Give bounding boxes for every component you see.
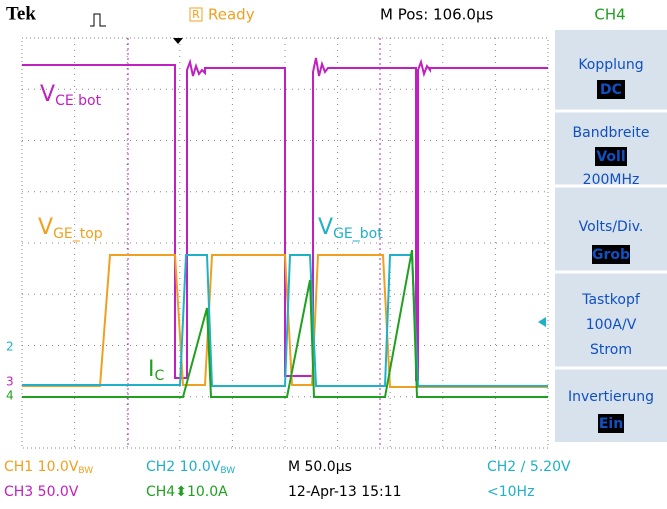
menu-label: Bandbreite bbox=[573, 125, 650, 141]
channel-marker: 2 bbox=[6, 340, 14, 354]
menu-extra: 100A/V bbox=[586, 317, 637, 333]
position: M Pos: 106.0µs bbox=[380, 6, 494, 24]
menu-value: DC bbox=[600, 82, 622, 98]
menu-label: Volts/Div. bbox=[579, 219, 644, 235]
footer-text: <10Hz bbox=[487, 484, 534, 500]
menu-extra: 200MHz bbox=[583, 172, 640, 188]
channel: CH4 bbox=[594, 6, 625, 24]
channel-marker: 4 bbox=[6, 389, 14, 403]
brand: Tek bbox=[6, 3, 36, 24]
menu-label: Invertierung bbox=[568, 389, 654, 405]
menu-item[interactable]: Tastkopf 100A/V Strom bbox=[581, 292, 641, 358]
footer-text: M 50.0µs bbox=[288, 459, 352, 475]
side-menu: Kopplung DC Bandbreite Voll 200MHz Volts… bbox=[555, 30, 667, 442]
status-icon: R bbox=[192, 8, 200, 21]
menu-label: Kopplung bbox=[578, 57, 643, 73]
menu-label: Tastkopf bbox=[581, 292, 641, 308]
menu-value: Grob bbox=[592, 247, 630, 263]
status: Ready bbox=[208, 6, 255, 24]
menu-value: Ein bbox=[599, 416, 623, 432]
plot: VCE bot VGE_top VGE_bot IC 2 3 4 bbox=[6, 38, 548, 448]
channel-marker: 3 bbox=[6, 375, 14, 389]
scope-screen: Tek R Ready M Pos: 106.0µs CH4 VCE bot V… bbox=[0, 0, 667, 505]
footer-text: CH4⬍10.0A bbox=[146, 484, 228, 500]
menu-extra: Strom bbox=[590, 342, 632, 358]
footer-text: CH3 50.0V bbox=[4, 484, 79, 500]
footer-text: CH2 ∕ 5.20V bbox=[487, 459, 571, 475]
menu-value: Voll bbox=[596, 149, 625, 165]
footer-text: 12-Apr-13 15:11 bbox=[288, 484, 402, 500]
